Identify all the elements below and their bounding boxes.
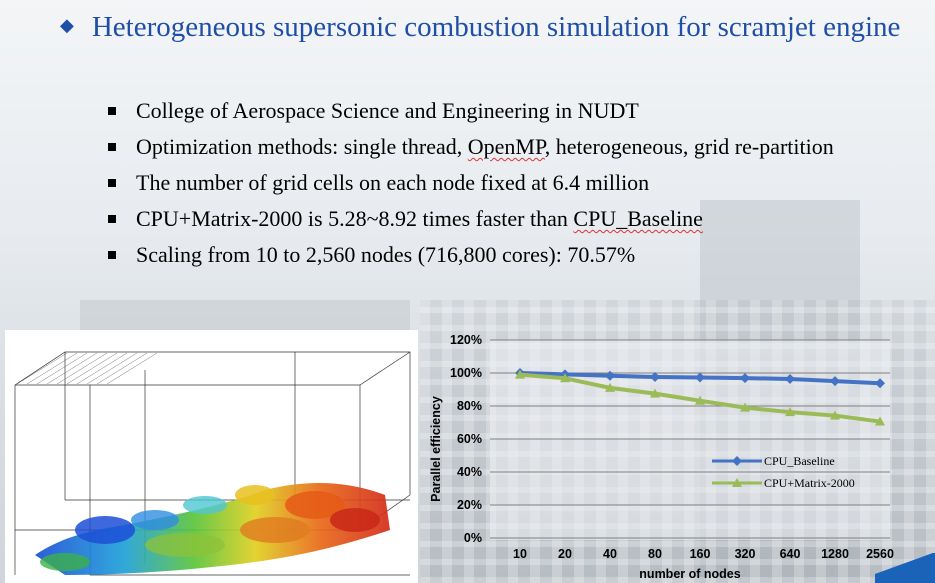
data-point [560, 373, 570, 383]
legend-entry: CPU_Baseline [764, 454, 835, 468]
data-point [650, 371, 660, 382]
x-axis-label: number of nodes [639, 567, 740, 581]
data-point [740, 373, 750, 384]
x-tick-label: 80 [648, 547, 662, 561]
x-tick-label: 160 [690, 547, 711, 561]
list-item: College of Aerospace Science and Enginee… [108, 96, 868, 126]
data-point [605, 382, 615, 392]
data-point [650, 388, 660, 398]
square-bullet-icon [108, 107, 116, 115]
y-tick-label: 60% [457, 432, 482, 446]
x-tick-label: 640 [780, 547, 801, 561]
slide-title: Heterogeneous supersonic combustion simu… [91, 11, 901, 43]
bullet-text: CPU+Matrix-2000 is 5.28~8.92 times faste… [136, 206, 703, 231]
combustion-simulation-image [5, 330, 418, 583]
parallel-efficiency-chart: 0% 20% 40% 60% 80% 100% 120% 10 20 40 80 160 320 640… [420, 330, 935, 583]
legend-marker [732, 456, 742, 466]
list-item: The number of grid cells on each node fi… [108, 168, 868, 198]
plot-area [490, 340, 890, 540]
square-bullet-icon [108, 215, 116, 223]
bullet-text: The number of grid cells on each node fi… [136, 170, 650, 195]
data-point [830, 376, 840, 387]
data-point [875, 378, 885, 389]
data-point [740, 402, 750, 412]
bullet-text: College of Aerospace Science and Enginee… [136, 98, 639, 123]
y-tick-label: 120% [450, 333, 482, 347]
x-tick-label: 10 [513, 547, 527, 561]
diamond-bullet-icon: ◆ [60, 15, 74, 35]
y-axis-label: Parallel efficiency [429, 396, 443, 502]
simulation-render [14, 351, 411, 576]
x-tick-label: 40 [603, 547, 617, 561]
y-tick-label: 100% [450, 366, 482, 380]
data-point [785, 407, 795, 417]
x-tick-label: 1280 [821, 547, 849, 561]
y-tick-label: 20% [457, 498, 482, 512]
legend-entry: CPU+Matrix-2000 [764, 476, 855, 490]
slide-corner-accent [875, 553, 935, 583]
x-tick-label: 2560 [866, 547, 894, 561]
data-point [785, 373, 795, 384]
square-bullet-icon [108, 179, 116, 187]
chart-svg: 0% 20% 40% 60% 80% 100% 120% 10 20 40 80 160 320 640… [429, 333, 894, 581]
spellcheck-word: CPU_Baseline [573, 206, 703, 231]
bullet-list: College of Aerospace Science and Enginee… [108, 96, 868, 276]
y-tick-label: 0% [464, 531, 482, 545]
list-item: Scaling from 10 to 2,560 nodes (716,800 … [108, 240, 868, 270]
y-tick-label: 80% [457, 399, 482, 413]
data-point [695, 372, 705, 383]
square-bullet-icon [108, 251, 116, 259]
data-point [605, 370, 615, 381]
data-point [695, 395, 705, 405]
flame-plume [35, 483, 390, 575]
slide-title-row: ◆ Heterogeneous supersonic combustion si… [60, 8, 920, 46]
spellcheck-word: OpenMP [467, 134, 545, 159]
x-tick-label: 320 [735, 547, 756, 561]
data-point [830, 410, 840, 420]
data-point [875, 416, 885, 426]
bullet-text: Scaling from 10 to 2,560 nodes (716,800 … [136, 242, 636, 267]
square-bullet-icon [108, 143, 116, 151]
data-point [515, 369, 525, 379]
bullet-text: Optimization methods: single thread, Ope… [136, 134, 834, 159]
x-tick-label: 20 [558, 547, 572, 561]
list-item: Optimization methods: single thread, Ope… [108, 132, 868, 162]
mesh-lines [16, 352, 158, 385]
list-item: CPU+Matrix-2000 is 5.28~8.92 times faste… [108, 204, 868, 234]
y-tick-label: 40% [457, 465, 482, 479]
legend-marker [732, 478, 742, 487]
